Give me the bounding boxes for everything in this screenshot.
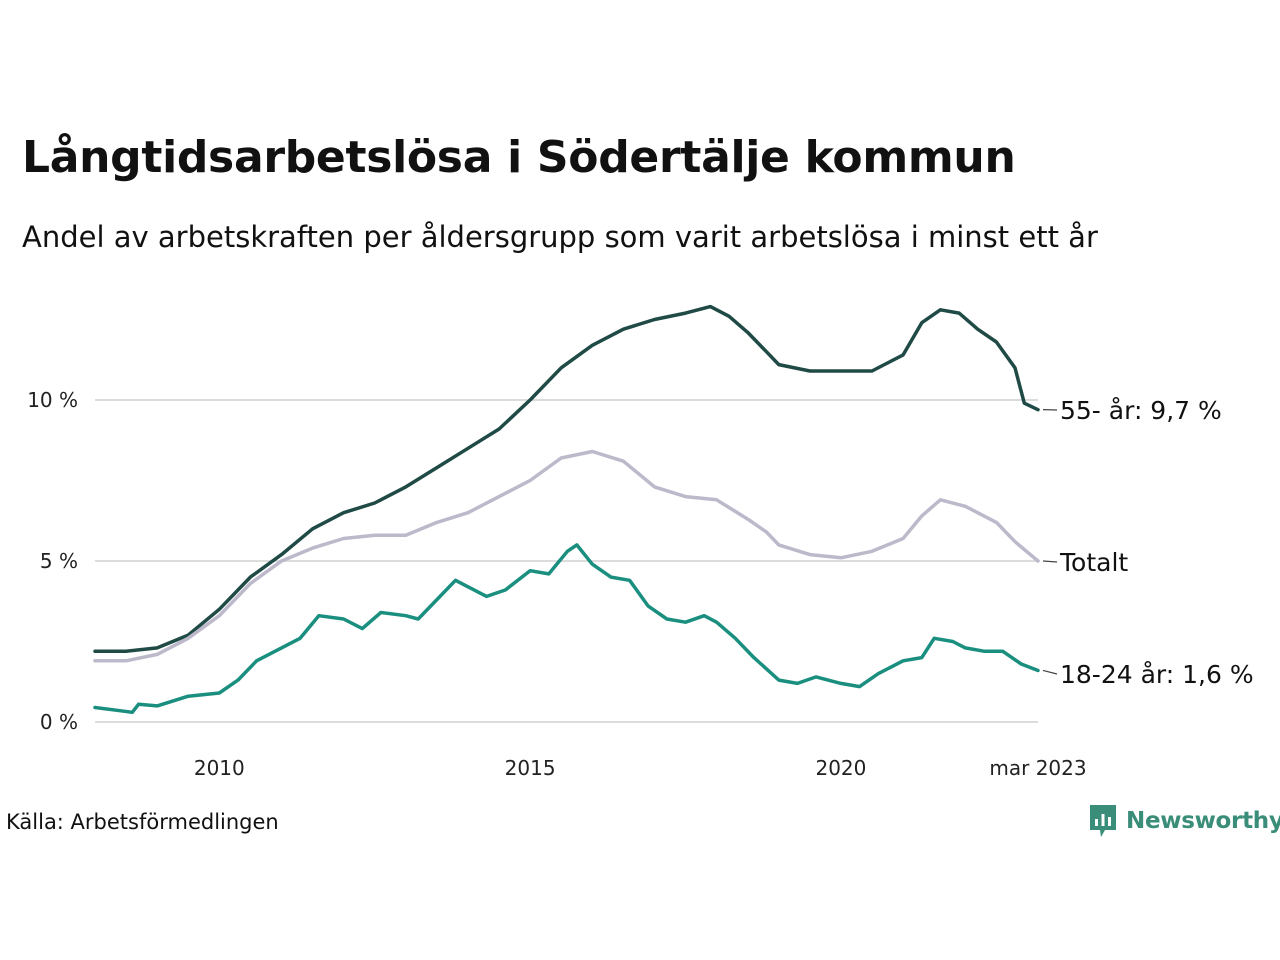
x-tick-label: 2015 [505,756,556,780]
chart-title: Långtidsarbetslösa i Södertälje kommun [22,132,1016,183]
newsworthy-chart-bubble-icon [1090,805,1116,837]
y-tick-label: 5 % [40,549,78,573]
end-label-connector [1042,560,1058,563]
y-tick-label: 0 % [40,710,78,734]
y-axis: 0 % 5 % 10 % [27,388,78,734]
x-axis: 2010 2015 2020 mar 2023 [194,756,1087,780]
y-tick-label: 10 % [27,388,78,412]
source-note: Källa: Arbetsförmedlingen [6,810,279,834]
end-label-connector [1042,669,1058,675]
series-end-label: 18-24 år: 1,6 % [1060,660,1254,689]
series-line-0 [93,304,1040,653]
series-end-labels: 55- år: 9,7 % Totalt 18-24 år: 1,6 % [1042,396,1254,689]
brand-name: Newsworthy [1126,808,1280,834]
line-chart: 0 % 5 % 10 % 2010 2015 2020 mar 2023 55- år: … [27,304,1254,780]
series-lines [93,304,1040,715]
series-line-1 [93,449,1040,663]
series-line-2 [93,543,1040,715]
x-tick-label: mar 2023 [989,756,1086,780]
series-end-label: Totalt [1059,548,1128,577]
gridlines [95,399,1038,723]
x-tick-label: 2020 [815,756,866,780]
x-tick-label: 2010 [194,756,245,780]
series-end-label: 55- år: 9,7 % [1060,396,1222,425]
chart-subtitle: Andel av arbetskraften per åldersgrupp s… [22,220,1098,254]
brand-logo: Newsworthy [1088,803,1280,839]
